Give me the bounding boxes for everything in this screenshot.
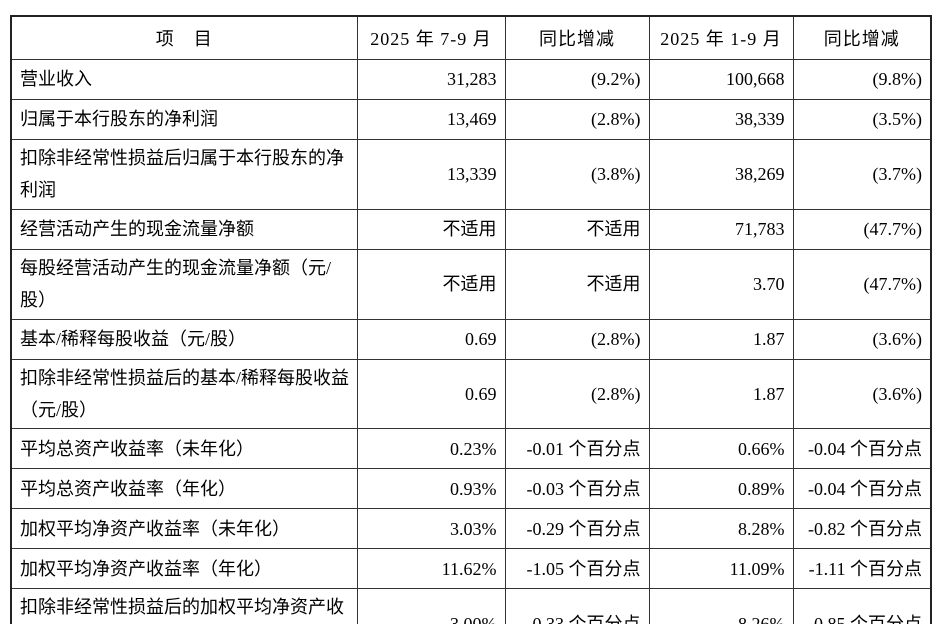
value-cell: (2.8%) bbox=[504, 99, 650, 140]
value-cell: (2.8%) bbox=[504, 358, 650, 430]
value-cell: 38,339 bbox=[648, 99, 794, 140]
value-cell: 3.03% bbox=[356, 508, 506, 550]
value-cell: (3.6%) bbox=[792, 358, 932, 430]
table-row: 加权平均净资产收益率（年化） 11.62% -1.05 个百分点 11.09% … bbox=[10, 548, 932, 590]
value-cell: 0.23% bbox=[356, 428, 506, 470]
value-cell: (9.8%) bbox=[792, 59, 932, 100]
value-cell: 11.09% bbox=[648, 548, 794, 590]
column-header-yoy-change-1: 同比增减 bbox=[504, 15, 650, 60]
value-cell: -1.05 个百分点 bbox=[504, 548, 650, 590]
row-label: 基本/稀释每股收益（元/股） bbox=[10, 318, 358, 360]
value-cell: 0.66% bbox=[648, 428, 794, 470]
table-row: 营业收入 31,283 (9.2%) 100,668 (9.8%) bbox=[10, 59, 932, 100]
value-cell: (9.2%) bbox=[504, 59, 650, 100]
row-label: 加权平均净资产收益率（未年化） bbox=[10, 508, 358, 550]
value-cell: 0.89% bbox=[648, 468, 794, 510]
value-cell: 71,783 bbox=[648, 208, 794, 250]
value-cell: 100,668 bbox=[648, 59, 794, 100]
value-cell: 8.26% bbox=[648, 588, 794, 624]
value-cell: 38,269 bbox=[648, 139, 794, 210]
row-label: 经营活动产生的现金流量净额 bbox=[10, 208, 358, 250]
table-row: 扣除非经常性损益后归属于本行股东的净利润 13,339 (3.8%) 38,26… bbox=[10, 139, 932, 210]
value-cell: (3.6%) bbox=[792, 318, 932, 360]
row-label: 平均总资产收益率（年化） bbox=[10, 468, 358, 510]
table-row: 经营活动产生的现金流量净额 不适用 不适用 71,783 (47.7%) bbox=[10, 208, 932, 250]
table-row: 每股经营活动产生的现金流量净额（元/股） 不适用 不适用 3.70 (47.7%… bbox=[10, 248, 932, 320]
row-label: 归属于本行股东的净利润 bbox=[10, 99, 358, 140]
value-cell: 8.28% bbox=[648, 508, 794, 550]
table-header-row: 项 目 2025 年 7-9 月 同比增减 2025 年 1-9 月 同比增减 bbox=[10, 15, 932, 60]
value-cell: -1.11 个百分点 bbox=[792, 548, 932, 590]
value-cell: 0.69 bbox=[356, 318, 506, 360]
value-cell: -0.01 个百分点 bbox=[504, 428, 650, 470]
value-cell: (3.5%) bbox=[792, 99, 932, 140]
value-cell: 13,339 bbox=[356, 139, 506, 210]
row-label: 扣除非经常性损益后归属于本行股东的净利润 bbox=[10, 139, 358, 210]
row-label: 营业收入 bbox=[10, 59, 358, 100]
value-cell: -0.04 个百分点 bbox=[792, 468, 932, 510]
value-cell: 不适用 bbox=[504, 208, 650, 250]
value-cell: (47.7%) bbox=[792, 208, 932, 250]
value-cell: -0.04 个百分点 bbox=[792, 428, 932, 470]
value-cell: -0.29 个百分点 bbox=[504, 508, 650, 550]
value-cell: (3.7%) bbox=[792, 139, 932, 210]
table-row: 基本/稀释每股收益（元/股） 0.69 (2.8%) 1.87 (3.6%) bbox=[10, 318, 932, 360]
value-cell: 13,469 bbox=[356, 99, 506, 140]
column-header-ytd-2025: 2025 年 1-9 月 bbox=[648, 15, 794, 60]
value-cell: 不适用 bbox=[504, 248, 650, 320]
table-row: 平均总资产收益率（年化） 0.93% -0.03 个百分点 0.89% -0.0… bbox=[10, 468, 932, 510]
value-cell: 3.00% bbox=[356, 588, 506, 624]
column-header-item: 项 目 bbox=[10, 15, 358, 60]
value-cell: 不适用 bbox=[356, 248, 506, 320]
table-row: 平均总资产收益率（未年化） 0.23% -0.01 个百分点 0.66% -0.… bbox=[10, 428, 932, 470]
row-label: 加权平均净资产收益率（年化） bbox=[10, 548, 358, 590]
table-row: 加权平均净资产收益率（未年化） 3.03% -0.29 个百分点 8.28% -… bbox=[10, 508, 932, 550]
row-label: 每股经营活动产生的现金流量净额（元/股） bbox=[10, 248, 358, 320]
value-cell: 3.70 bbox=[648, 248, 794, 320]
column-header-yoy-change-2: 同比增减 bbox=[792, 15, 932, 60]
value-cell: 31,283 bbox=[356, 59, 506, 100]
value-cell: 0.93% bbox=[356, 468, 506, 510]
row-label: 扣除非经常性损益后的加权平均净资产收益率（未年化） bbox=[10, 588, 358, 624]
value-cell: (2.8%) bbox=[504, 318, 650, 360]
row-label: 扣除非经常性损益后的基本/稀释每股收益（元/股） bbox=[10, 358, 358, 430]
value-cell: 1.87 bbox=[648, 318, 794, 360]
value-cell: -0.03 个百分点 bbox=[504, 468, 650, 510]
value-cell: -0.85 个百分点 bbox=[792, 588, 932, 624]
value-cell: (3.8%) bbox=[504, 139, 650, 210]
value-cell: 11.62% bbox=[356, 548, 506, 590]
column-header-q3-2025: 2025 年 7-9 月 bbox=[356, 15, 506, 60]
row-label: 平均总资产收益率（未年化） bbox=[10, 428, 358, 470]
value-cell: -0.82 个百分点 bbox=[792, 508, 932, 550]
financial-results-table: 项 目 2025 年 7-9 月 同比增减 2025 年 1-9 月 同比增减 … bbox=[10, 15, 932, 624]
value-cell: 不适用 bbox=[356, 208, 506, 250]
value-cell: 1.87 bbox=[648, 358, 794, 430]
value-cell: -0.33 个百分点 bbox=[504, 588, 650, 624]
value-cell: (47.7%) bbox=[792, 248, 932, 320]
table-row: 扣除非经常性损益后的基本/稀释每股收益（元/股） 0.69 (2.8%) 1.8… bbox=[10, 358, 932, 430]
table-row: 扣除非经常性损益后的加权平均净资产收益率（未年化） 3.00% -0.33 个百… bbox=[10, 588, 932, 624]
table-row: 归属于本行股东的净利润 13,469 (2.8%) 38,339 (3.5%) bbox=[10, 99, 932, 140]
value-cell: 0.69 bbox=[356, 358, 506, 430]
